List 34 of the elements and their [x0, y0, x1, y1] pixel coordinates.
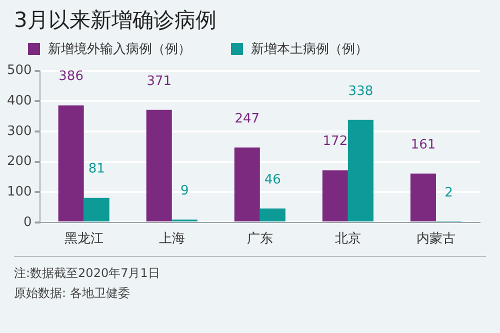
bar [322, 170, 348, 222]
data-label: 161 [410, 137, 436, 152]
data-label: 371 [146, 74, 172, 89]
bar [84, 198, 110, 222]
data-label: 2 [444, 186, 453, 201]
x-tick-label: 广东 [246, 232, 273, 247]
legend-label: 新增境外输入病例（例） [48, 41, 191, 58]
x-tick-label: 黑龙江 [64, 232, 104, 247]
data-label: 172 [322, 134, 348, 150]
legend-label: 新增本土病例（例） [251, 41, 368, 58]
data-label: 81 [88, 162, 105, 177]
bar [146, 110, 172, 222]
bar [234, 148, 260, 222]
y-tick-label: 400 [6, 93, 32, 108]
x-tick-label: 北京 [334, 232, 361, 247]
bar [410, 174, 436, 222]
data-label: 9 [180, 184, 189, 199]
bar [260, 208, 286, 222]
y-tick-label: 200 [6, 154, 32, 170]
x-tick-label: 内蒙古 [416, 232, 456, 247]
data-label: 247 [234, 111, 260, 126]
y-tick-label: 500 [6, 63, 32, 78]
bar [58, 105, 84, 222]
text: 原始数据: 各地卫健委 [14, 285, 131, 302]
text: 注:数据截至2020年7月1日 [14, 265, 161, 282]
y-tick-label: 300 [6, 124, 32, 139]
x-tick-label: 上海 [158, 232, 185, 247]
y-tick-label: 100 [6, 184, 32, 200]
data-label: 46 [264, 172, 281, 188]
y-tick-label: 0 [24, 214, 32, 230]
data-label: 386 [58, 69, 84, 84]
data-label: 338 [348, 84, 374, 99]
bar [348, 120, 374, 222]
chart-title: 3月以来新增确诊病例 [13, 7, 218, 34]
